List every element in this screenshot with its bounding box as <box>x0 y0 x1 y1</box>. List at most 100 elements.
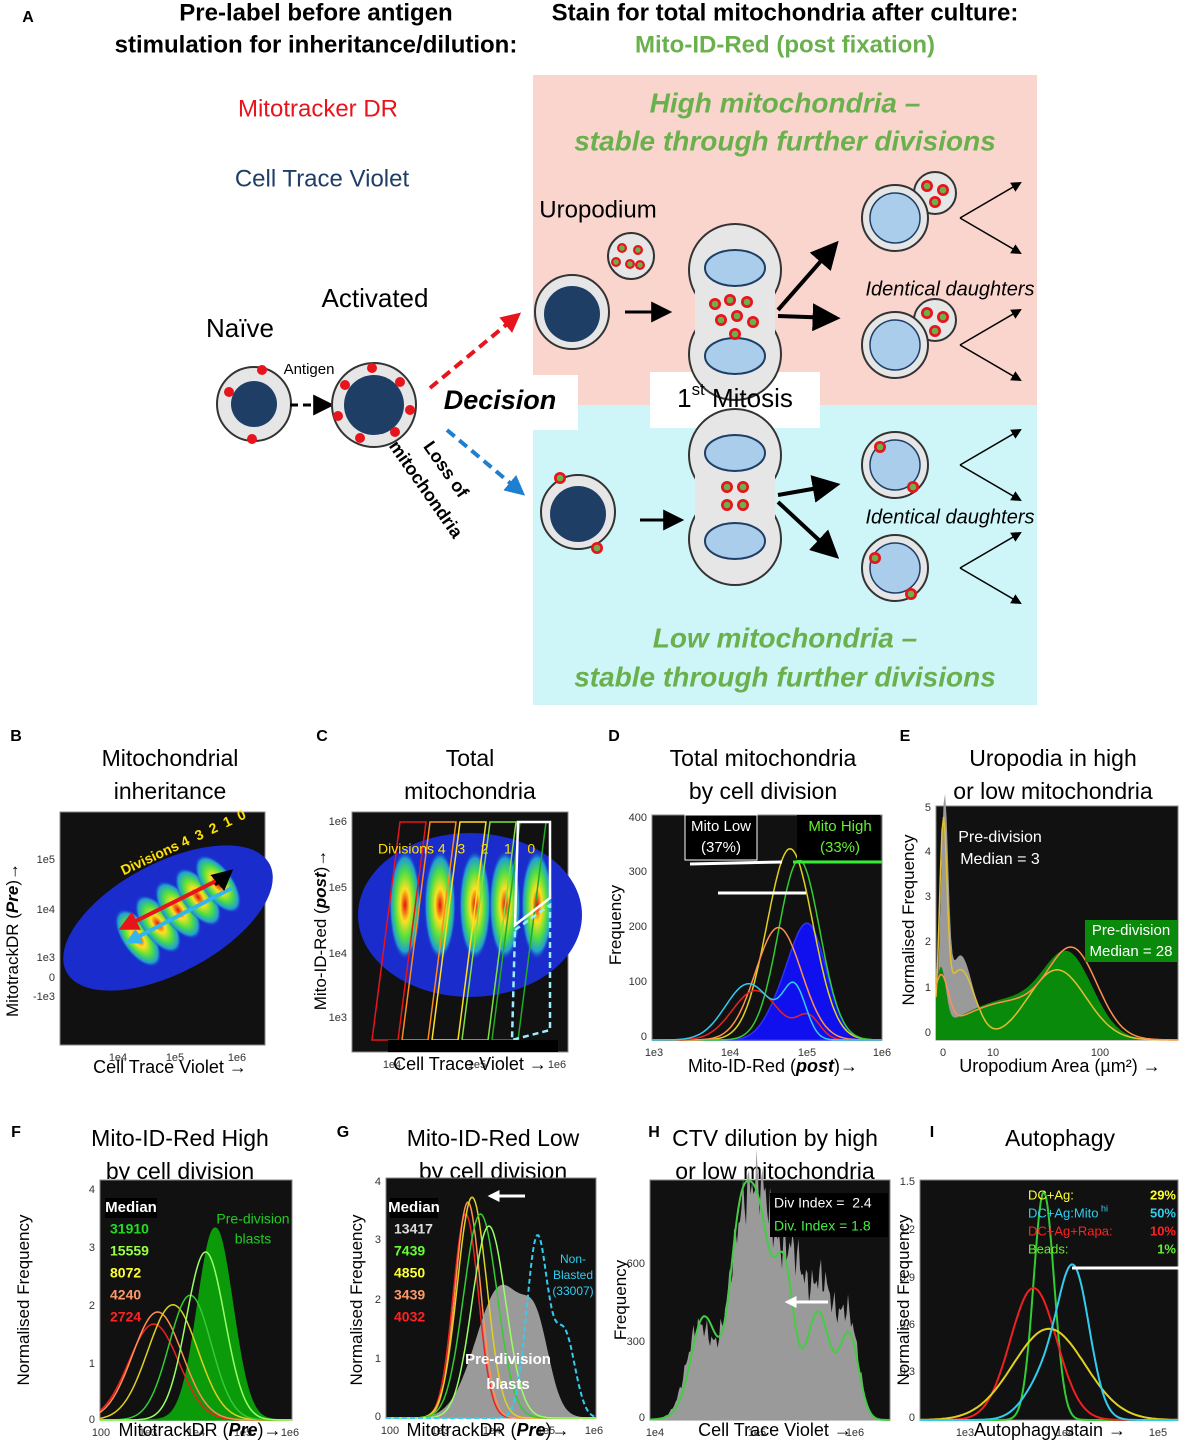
y-tick-label: 5 <box>925 802 931 814</box>
low-region <box>533 405 1037 705</box>
mitochondrion-core <box>593 544 601 552</box>
mitochondrion-core <box>907 590 915 598</box>
panel-letter: B <box>10 728 22 745</box>
daughters-label: Identical daughters <box>865 278 1034 300</box>
histogram-curve <box>920 1263 1178 1421</box>
panel-title: Mitochondrial <box>102 745 239 771</box>
annotation-box <box>684 814 758 861</box>
y-axis-label-part: Frequency <box>606 884 625 965</box>
mitochondrion <box>257 365 267 375</box>
annotation: Median = 3 <box>960 851 1040 868</box>
x-tick-label: 0 <box>940 1047 946 1059</box>
x-tick-label: 1e3 <box>956 1427 974 1439</box>
x-tick-label: 1e4 <box>1056 1427 1074 1439</box>
annotation: Median <box>105 1199 157 1216</box>
histogram-fill <box>936 950 1178 1040</box>
panel-title: Total <box>446 745 495 771</box>
nucleus <box>869 439 921 491</box>
y-axis-label: Frequency <box>611 1259 630 1340</box>
y-tick-label: 1e4 <box>329 948 347 960</box>
y-axis-label-part: MitotrackDR ( <box>3 913 22 1017</box>
annotation: Pre-division <box>465 1351 551 1368</box>
mitochondrion-core <box>723 483 731 491</box>
arrow-label: Antigen <box>284 361 335 378</box>
x-tick-label: 1e4 <box>383 1059 401 1071</box>
annotation: DC+Ag: <box>1028 1187 1074 1202</box>
annotation-box <box>770 1193 888 1237</box>
x-tick-label: 1e5 <box>798 1047 816 1059</box>
mitochondrion-core <box>909 483 917 491</box>
mitochondrion-core <box>556 474 564 482</box>
x-axis-label-part: Cell Trace Violet → <box>698 1420 852 1440</box>
annotation: Div. Index = 1.8 <box>774 1218 871 1234</box>
cell-label: Activated <box>322 283 429 313</box>
annotation: Pre-division <box>958 829 1042 846</box>
y-tick-label: 0.6 <box>900 1319 915 1331</box>
heading: Stain for total mitochondria after cultu… <box>552 0 1019 26</box>
annotation: (37%) <box>701 839 741 856</box>
dye-label: Mitotracker DR <box>238 95 398 122</box>
y-axis-label-part: Normalised Frequency <box>347 1214 366 1386</box>
x-tick-label: 1e5 <box>234 1427 252 1439</box>
x-tick-label: 1e6 <box>548 1059 566 1071</box>
x-axis-label-part: )→ <box>258 1420 282 1440</box>
histogram-curve <box>652 981 882 1041</box>
y-tick-label: 1.2 <box>900 1224 915 1236</box>
panel-title: Mito-ID-Red Low <box>407 1125 580 1151</box>
nucleus <box>704 337 766 375</box>
nucleus <box>704 434 766 472</box>
mitosis-label-part: 1 <box>677 383 691 413</box>
y-axis-label: Mito-ID-Red (post)→ <box>311 850 330 1011</box>
y-tick-label: 600 <box>627 1258 645 1270</box>
mitochondrion-core <box>635 247 641 253</box>
nucleus <box>704 249 766 287</box>
y-tick-label: 2 <box>375 1294 381 1306</box>
annotation: Divisions 4 3 2 1 0 <box>378 841 535 857</box>
x-tick-label: 1e4 <box>109 1052 127 1064</box>
y-tick-label: 0.3 <box>900 1366 915 1378</box>
x-axis-label: Cell Trace Violet → <box>393 1054 547 1074</box>
region-title: stable through further divisions <box>574 125 996 156</box>
annotation: Pre-division <box>216 1211 289 1227</box>
annotation: hi <box>1101 1203 1108 1213</box>
annotation: 7439 <box>394 1243 425 1259</box>
arrow <box>959 464 1022 502</box>
histogram-fill <box>650 1148 890 1420</box>
x-axis-label: Cell Trace Violet → <box>698 1420 852 1440</box>
x-tick-label: 100 <box>92 1427 110 1439</box>
mitochondrion-core <box>637 262 643 268</box>
mitochondrion-core <box>923 309 931 317</box>
y-tick-label: 3 <box>89 1242 95 1254</box>
panel-title: Mito-ID-Red High <box>91 1125 269 1151</box>
cell-fill <box>695 467 775 527</box>
y-tick-label: 100 <box>629 976 647 988</box>
density-blob <box>154 880 202 940</box>
x-axis-label-part: MitotrackDR ( <box>406 1420 516 1440</box>
annotation: 8072 <box>110 1265 141 1281</box>
decision-box <box>430 375 578 430</box>
nucleus <box>869 542 921 594</box>
panel-title: or low mitochondria <box>953 778 1153 804</box>
decision-label: Decision <box>444 385 557 415</box>
mitochondrion-core <box>731 330 739 338</box>
arrow <box>959 181 1022 219</box>
histogram-fill <box>386 1284 596 1418</box>
annotation: Median <box>388 1199 440 1216</box>
x-tick-label: 1e6 <box>873 1047 891 1059</box>
panel-letter: G <box>337 1124 349 1141</box>
x-axis-label-part: Pre <box>516 1420 545 1440</box>
y-axis-label-part: Normalised Frequency <box>14 1214 33 1386</box>
y-axis-label-part: Mito-ID-Red ( <box>311 908 330 1010</box>
y-tick-label: 0 <box>641 1031 647 1043</box>
x-tick-label: 1e5 <box>468 1059 486 1071</box>
annotation: Non- <box>560 1252 586 1266</box>
annotation: 31910 <box>110 1221 149 1237</box>
histogram-curve <box>649 1179 890 1421</box>
annotation: Median = 28 <box>1090 943 1173 960</box>
y-axis-label: Normalised Frequency <box>347 1214 366 1386</box>
mitochondrion-core <box>923 182 931 190</box>
panel-title: Total mitochondria <box>670 745 857 771</box>
y-tick-label: 300 <box>627 1336 645 1348</box>
x-tick-label: 1e6 <box>846 1427 864 1439</box>
